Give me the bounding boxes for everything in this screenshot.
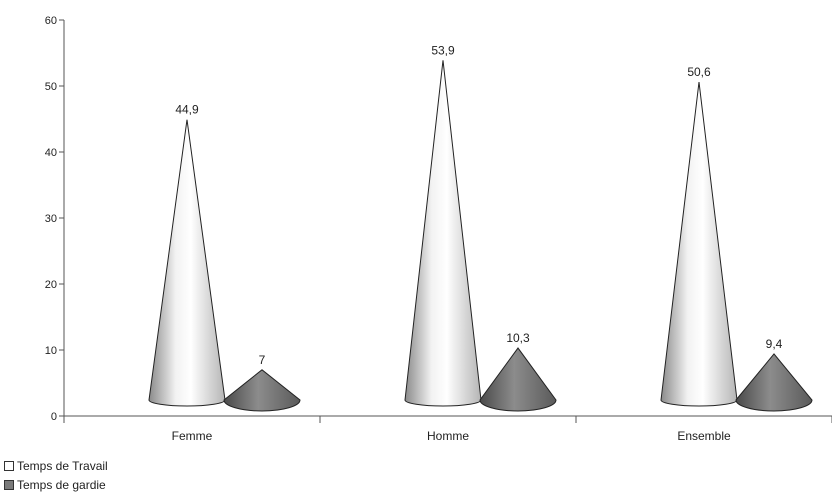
- y-tick-label: 20: [45, 279, 57, 291]
- cone-garde: 9,4: [735, 337, 813, 412]
- cone-travail: 53,9: [404, 43, 482, 407]
- data-label: 44,9: [175, 103, 199, 117]
- y-tick-label: 60: [45, 15, 57, 27]
- y-tick-label: 40: [45, 147, 57, 159]
- cone-body: [404, 60, 482, 407]
- cone-body: [148, 119, 226, 407]
- cone-garde: 10,3: [479, 331, 557, 412]
- legend-item-garde: Temps de gardie: [4, 475, 108, 494]
- data-label: 9,4: [766, 337, 783, 351]
- legend-swatch-garde: [4, 479, 14, 490]
- chart: 0 10 20 30 40 50 60 Femme Homme Ensemble 44,9 7 53,…: [45, 15, 832, 443]
- cone-body: [660, 81, 738, 407]
- axes: 0 10 20 30 40 50 60 Femme Homme Ensemble: [45, 15, 832, 443]
- category-label: Homme: [427, 429, 469, 443]
- legend-label-garde: Temps de gardie: [17, 477, 106, 492]
- legend-label-travail: Temps de Travail: [17, 458, 108, 473]
- cone-garde: 7: [223, 353, 301, 412]
- cone-body: [479, 347, 557, 412]
- data-label: 7: [259, 353, 266, 367]
- legend: Temps de Travail Temps de gardie: [4, 456, 108, 494]
- y-tick-label: 50: [45, 81, 57, 93]
- data-label: 50,6: [687, 65, 711, 79]
- cone-body: [735, 353, 813, 412]
- legend-swatch-travail: [4, 460, 14, 471]
- y-tick-label: 0: [51, 411, 57, 423]
- cone-body: [223, 369, 301, 412]
- data-label: 53,9: [431, 43, 455, 57]
- marks: 44,9 7 53,9 10,3 50,6 9,4: [148, 43, 813, 412]
- category-label: Ensemble: [677, 429, 731, 443]
- data-label: 10,3: [506, 331, 530, 345]
- category-label: Femme: [172, 429, 213, 443]
- y-tick-label: 10: [45, 345, 57, 357]
- cone-travail: 44,9: [148, 103, 226, 407]
- y-tick-label: 30: [45, 213, 57, 225]
- legend-item-travail: Temps de Travail: [4, 456, 108, 475]
- cone-travail: 50,6: [660, 65, 738, 407]
